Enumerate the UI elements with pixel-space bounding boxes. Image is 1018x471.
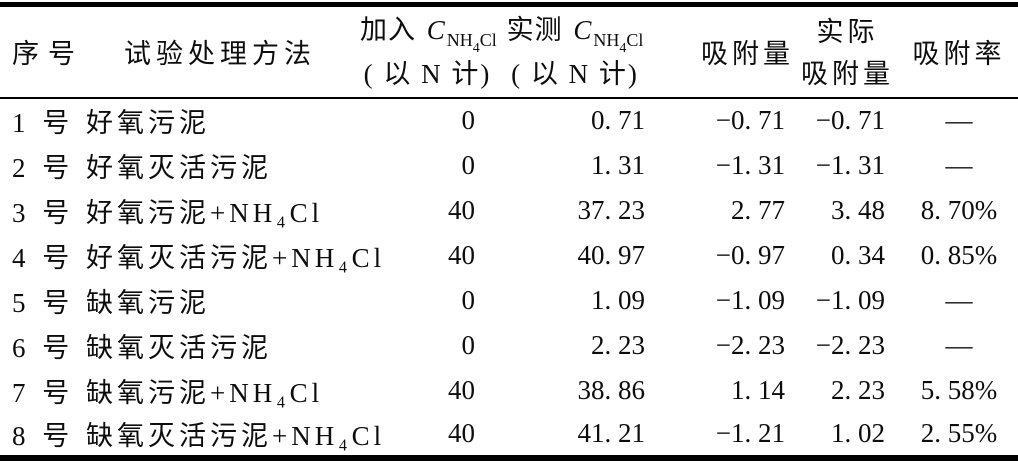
adsorption-cell: −0. 71 <box>715 105 785 135</box>
actual-adsorption-line2: 吸附量 <box>801 58 894 89</box>
experiment-results-table: 序号 试验处理方法 加入 CNH4Cl ( 以 N 计) 实测 CNH4Cl (… <box>0 2 1018 461</box>
subscript-nh: NH <box>446 30 473 51</box>
rate-cell: 0. 85% <box>920 239 998 270</box>
concentration-symbol: C <box>573 15 593 46</box>
actual-adsorption-cell: 1. 02 <box>831 418 885 448</box>
method-cell: 好氧灭活污泥 <box>86 152 272 183</box>
subscript-four: 4 <box>472 41 480 57</box>
added-cell: 0 <box>461 149 476 180</box>
serial-cell: 4 号 <box>12 242 75 273</box>
serial-cell: 6 号 <box>12 332 75 363</box>
added-cnh4cl-header: 加入 CNH4Cl ( 以 N 计) <box>360 4 497 99</box>
actual-adsorption-cell: −0. 71 <box>815 105 885 135</box>
measured-cell: 40. 97 <box>577 239 646 270</box>
added-cell: 40 <box>448 239 475 270</box>
subscript-nh: NH <box>593 30 620 51</box>
serial-cell: 1 号 <box>12 108 75 138</box>
adsorption-amount-header: 吸附量 <box>655 4 795 99</box>
serial-cell: 2 号 <box>12 152 75 183</box>
method-cell: 好氧污泥+NH₄Cl <box>86 197 324 228</box>
rate-cell: — <box>945 149 973 180</box>
subscript-cl: Cl <box>479 30 497 51</box>
rate-cell: 5. 58% <box>920 374 998 405</box>
method-cell: 缺氧灭活污泥 <box>86 332 272 363</box>
actual-adsorption-line1: 实际 <box>816 16 879 47</box>
measured-cnh4cl-header: 实测 CNH4Cl ( 以 N 计) <box>495 4 655 99</box>
measured-cell: 1. 31 <box>591 149 645 180</box>
measured-cell: 2. 23 <box>591 329 645 360</box>
adsorption-cell: −1. 31 <box>715 149 785 180</box>
added-prefix: 加入 <box>360 15 424 46</box>
actual-adsorption-cell: 0. 34 <box>831 239 885 270</box>
method-cell: 缺氧污泥+NH₄Cl <box>86 377 324 408</box>
measured-cell: 41. 21 <box>577 418 646 448</box>
adsorption-cell: 1. 14 <box>731 374 785 405</box>
actual-adsorption-cell: −1. 09 <box>815 284 885 315</box>
table-row: 1 号 好氧污泥 0 0. 71 −0. 71 −0. 71 — <box>0 98 1018 143</box>
added-cnh4cl-formula: 加入 CNH4Cl <box>360 8 497 57</box>
rate-cell: 8. 70% <box>920 194 998 225</box>
actual-adsorption-header: 实际 吸附量 <box>795 4 900 99</box>
added-cell: 0 <box>461 105 476 135</box>
adsorption-rate-header: 吸附率 <box>900 4 1018 99</box>
measured-cell: 0. 71 <box>591 105 645 135</box>
subscript-cl: Cl <box>626 30 644 51</box>
rate-cell: — <box>945 105 973 135</box>
method-header: 试验处理方法 <box>80 4 360 99</box>
measured-cell: 38. 86 <box>577 374 646 405</box>
added-cell: 40 <box>448 374 475 405</box>
concentration-symbol: C <box>426 15 446 46</box>
table-row: 2 号 好氧灭活污泥 0 1. 31 −1. 31 −1. 31 — <box>0 143 1018 188</box>
rate-cell: — <box>945 329 973 360</box>
added-cell: 40 <box>448 418 475 448</box>
added-cell: 0 <box>461 329 476 360</box>
table-row: 6 号 缺氧灭活污泥 0 2. 23 −2. 23 −2. 23 — <box>0 323 1018 368</box>
serial-cell: 3 号 <box>12 197 75 228</box>
rate-cell: — <box>945 284 973 315</box>
actual-adsorption-cell: −2. 23 <box>815 329 885 360</box>
serial-cell: 7 号 <box>12 377 75 408</box>
adsorption-cell: −1. 09 <box>715 284 785 315</box>
rate-cell: 2. 55% <box>920 418 998 448</box>
actual-adsorption-cell: 3. 48 <box>831 194 885 225</box>
adsorption-cell: 2. 77 <box>731 194 785 225</box>
method-cell: 好氧污泥 <box>86 108 210 138</box>
actual-adsorption-cell: −1. 31 <box>815 149 885 180</box>
serial-cell: 8 号 <box>12 421 75 451</box>
table-row: 5 号 缺氧污泥 0 1. 09 −1. 09 −1. 09 — <box>0 278 1018 323</box>
method-cell: 好氧灭活污泥+NH₄Cl <box>86 242 386 273</box>
measured-cnh4cl-formula: 实测 CNH4Cl <box>495 8 655 57</box>
added-cell: 0 <box>461 284 476 315</box>
header-row: 序号 试验处理方法 加入 CNH4Cl ( 以 N 计) 实测 CNH4Cl (… <box>0 4 1018 99</box>
measured-cell: 37. 23 <box>577 194 646 225</box>
method-cell: 缺氧灭活污泥+NH₄Cl <box>86 421 386 451</box>
measured-as-n-note: ( 以 N 计) <box>511 59 639 90</box>
added-cell: 40 <box>448 194 475 225</box>
serial-header: 序号 <box>0 4 80 99</box>
serial-cell: 5 号 <box>12 287 75 318</box>
adsorption-cell: −0. 97 <box>715 239 785 270</box>
adsorption-cell: −2. 23 <box>715 329 785 360</box>
subscript-four: 4 <box>619 41 627 57</box>
table-row: 8 号 缺氧灭活污泥+NH₄Cl 40 41. 21 −1. 21 1. 02 … <box>0 413 1018 458</box>
table-row: 7 号 缺氧污泥+NH₄Cl 40 38. 86 1. 14 2. 23 5. … <box>0 368 1018 413</box>
table-row: 4 号 好氧灭活污泥+NH₄Cl 40 40. 97 −0. 97 0. 34 … <box>0 233 1018 278</box>
measured-cell: 1. 09 <box>591 284 645 315</box>
adsorption-cell: −1. 21 <box>715 418 785 448</box>
table-row: 3 号 好氧污泥+NH₄Cl 40 37. 23 2. 77 3. 48 8. … <box>0 188 1018 233</box>
measured-prefix: 实测 <box>506 15 571 46</box>
added-as-n-note: ( 以 N 计) <box>363 59 492 90</box>
method-cell: 缺氧污泥 <box>86 287 210 318</box>
actual-adsorption-cell: 2. 23 <box>831 374 885 405</box>
